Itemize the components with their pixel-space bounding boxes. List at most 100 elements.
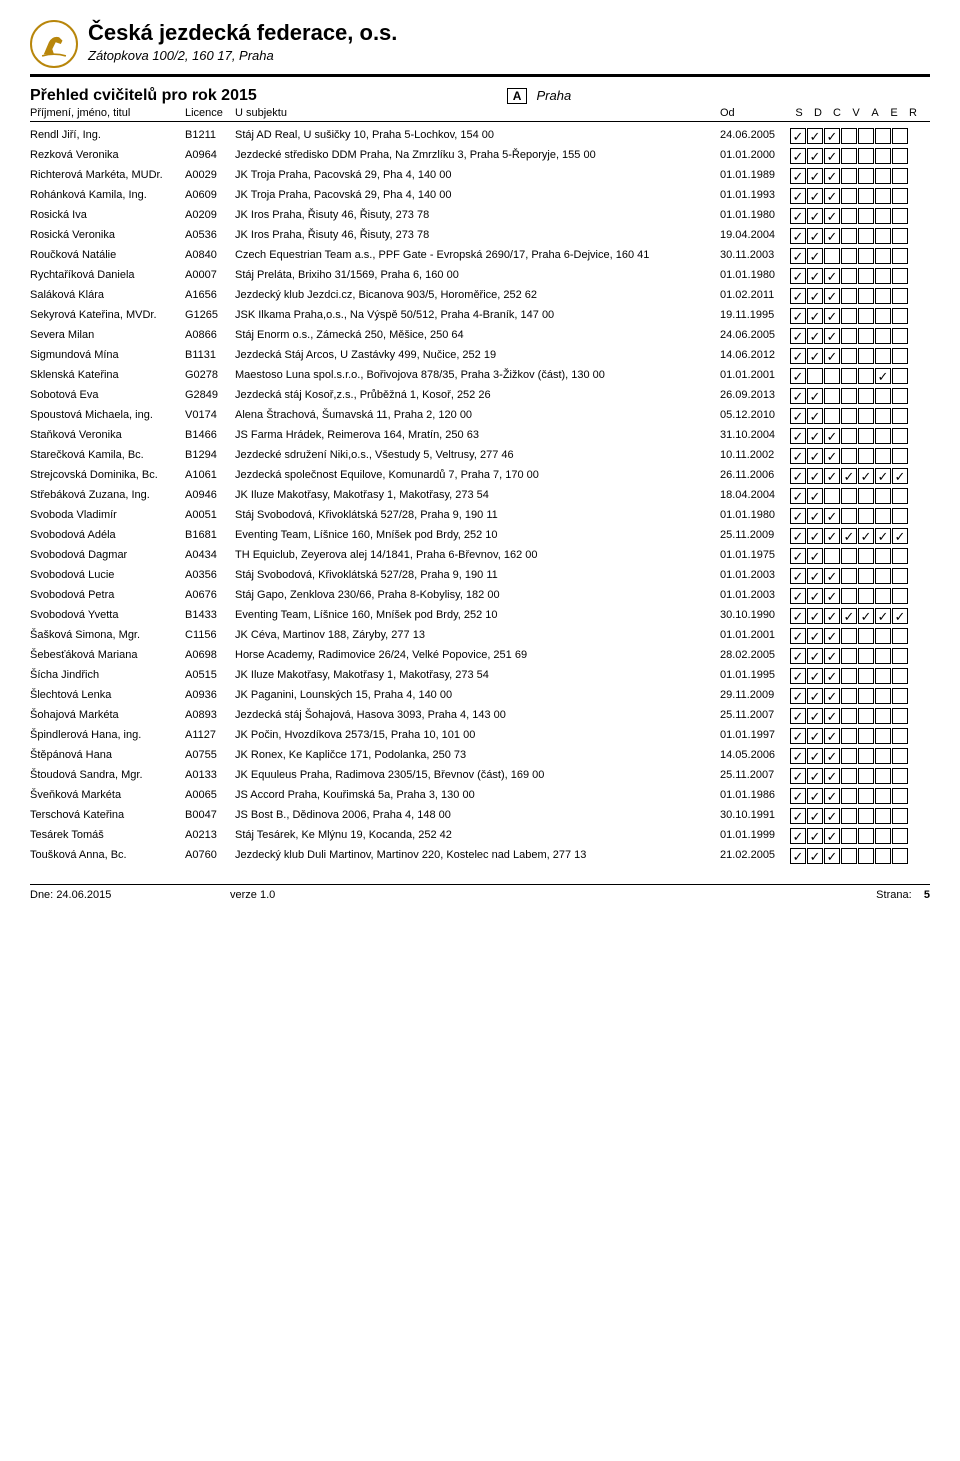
checkbox-icon (875, 388, 891, 404)
checkbox-icon (807, 268, 823, 284)
checkbox-icon (790, 788, 806, 804)
checkbox-icon (875, 268, 891, 284)
horse-icon (37, 27, 71, 61)
col-hdr-flags: S D C V A E R (790, 107, 930, 119)
table-row: Sobotová EvaG2849Jezdecká stáj Kosoř,z.s… (30, 386, 930, 406)
checkbox-icon (841, 368, 857, 384)
checkbox-icon (807, 408, 823, 424)
cell-name: Rosická Iva (30, 208, 185, 223)
cell-od: 01.01.2001 (720, 368, 790, 383)
cell-name: Svobodová Lucie (30, 568, 185, 583)
table-row: Svobodová AdélaB1681Eventing Team, Líšni… (30, 526, 930, 546)
cell-subject: Stáj Svobodová, Křivoklátská 527/28, Pra… (235, 568, 720, 583)
checkbox-icon (824, 608, 840, 624)
table-row: Rezková VeronikaA0964Jezdecké středisko … (30, 146, 930, 166)
checkbox-icon (824, 808, 840, 824)
checkbox-icon (841, 788, 857, 804)
cell-od: 01.01.1980 (720, 208, 790, 223)
cell-od: 28.02.2005 (720, 648, 790, 663)
checkbox-icon (892, 148, 908, 164)
cell-od: 18.04.2004 (720, 488, 790, 503)
page-title: Přehled cvičitelů pro rok 2015 (30, 87, 257, 105)
table-rows: Rendl Jiří, Ing.B1211Stáj AD Real, U suš… (30, 126, 930, 866)
checkbox-icon (892, 708, 908, 724)
checkbox-icon (841, 188, 857, 204)
checkbox-icon (858, 808, 874, 824)
cell-subject: JK Troja Praha, Pacovská 29, Pha 4, 140 … (235, 188, 720, 203)
checkbox-icon (892, 548, 908, 564)
checkbox-icon (807, 848, 823, 864)
checkbox-icon (892, 308, 908, 324)
checkbox-icon (875, 588, 891, 604)
checkbox-icon (892, 788, 908, 804)
checkbox-icon (875, 708, 891, 724)
cell-licence: A0893 (185, 708, 235, 723)
cell-name: Sklenská Kateřina (30, 368, 185, 383)
checkbox-icon (858, 588, 874, 604)
checkbox-icon (892, 528, 908, 544)
checkbox-icon (875, 148, 891, 164)
table-row: Staňková VeronikaB1466JS Farma Hrádek, R… (30, 426, 930, 446)
cell-name: Staňková Veronika (30, 428, 185, 443)
checkbox-icon (892, 628, 908, 644)
checkbox-icon (841, 288, 857, 304)
checkbox-icon (892, 288, 908, 304)
checkbox-icon (790, 728, 806, 744)
checkbox-icon (858, 708, 874, 724)
cell-flags (790, 648, 930, 664)
cell-od: 10.11.2002 (720, 448, 790, 463)
cell-licence: A0946 (185, 488, 235, 503)
cell-od: 29.11.2009 (720, 688, 790, 703)
cell-flags (790, 848, 930, 864)
document-header: Česká jezdecká federace, o.s. Zátopkova … (30, 20, 930, 77)
cell-subject: Jezdecký klub Jezdci.cz, Bicanova 903/5,… (235, 288, 720, 303)
cell-name: Rendl Jiří, Ing. (30, 128, 185, 143)
cell-od: 01.01.1975 (720, 548, 790, 563)
cell-flags (790, 788, 930, 804)
cell-name: Sigmundová Mína (30, 348, 185, 363)
checkbox-icon (858, 548, 874, 564)
cell-subject: Stáj Tesárek, Ke Mlýnu 19, Kocanda, 252 … (235, 828, 720, 843)
cell-subject: Jezdecké sdružení Niki,o.s., Všestudy 5,… (235, 448, 720, 463)
org-title: Česká jezdecká federace, o.s. (88, 20, 930, 46)
cell-od: 01.01.1980 (720, 508, 790, 523)
checkbox-icon (858, 568, 874, 584)
cell-name: Střebáková Zuzana, Ing. (30, 488, 185, 503)
checkbox-icon (807, 548, 823, 564)
checkbox-icon (824, 548, 840, 564)
checkbox-icon (790, 808, 806, 824)
cell-name: Roučková Natálie (30, 248, 185, 263)
table-row: Svobodová YvettaB1433Eventing Team, Líšn… (30, 606, 930, 626)
footer-version: verze 1.0 (230, 889, 830, 901)
cell-subject: Stáj Enorm o.s., Zámecká 250, Měšice, 25… (235, 328, 720, 343)
cell-flags (790, 728, 930, 744)
checkbox-icon (790, 128, 806, 144)
cell-licence: A0698 (185, 648, 235, 663)
checkbox-icon (841, 688, 857, 704)
checkbox-icon (858, 728, 874, 744)
table-row: Štoudová Sandra, Mgr.A0133JK Equuleus Pr… (30, 766, 930, 786)
checkbox-icon (807, 228, 823, 244)
column-headers: Příjmení, jméno, titul Licence U subjekt… (30, 107, 930, 122)
cell-name: Svobodová Adéla (30, 528, 185, 543)
table-row: Šašková Simona, Mgr.C1156JK Céva, Martin… (30, 626, 930, 646)
checkbox-icon (892, 248, 908, 264)
checkbox-icon (858, 688, 874, 704)
cell-licence: A0007 (185, 268, 235, 283)
cell-od: 01.01.2003 (720, 568, 790, 583)
checkbox-icon (790, 368, 806, 384)
checkbox-icon (841, 448, 857, 464)
flag-hdr: R (904, 107, 922, 119)
checkbox-icon (875, 308, 891, 324)
table-row: Šícha JindřichA0515JK Iluze Makotřasy, M… (30, 666, 930, 686)
cell-name: Šebesťáková Mariana (30, 648, 185, 663)
cell-flags (790, 428, 930, 444)
checkbox-icon (858, 408, 874, 424)
table-row: Špindlerová Hana, ing.A1127JK Počin, Hvo… (30, 726, 930, 746)
checkbox-icon (841, 268, 857, 284)
checkbox-icon (824, 388, 840, 404)
checkbox-icon (858, 448, 874, 464)
checkbox-icon (875, 808, 891, 824)
checkbox-icon (841, 648, 857, 664)
checkbox-icon (824, 308, 840, 324)
